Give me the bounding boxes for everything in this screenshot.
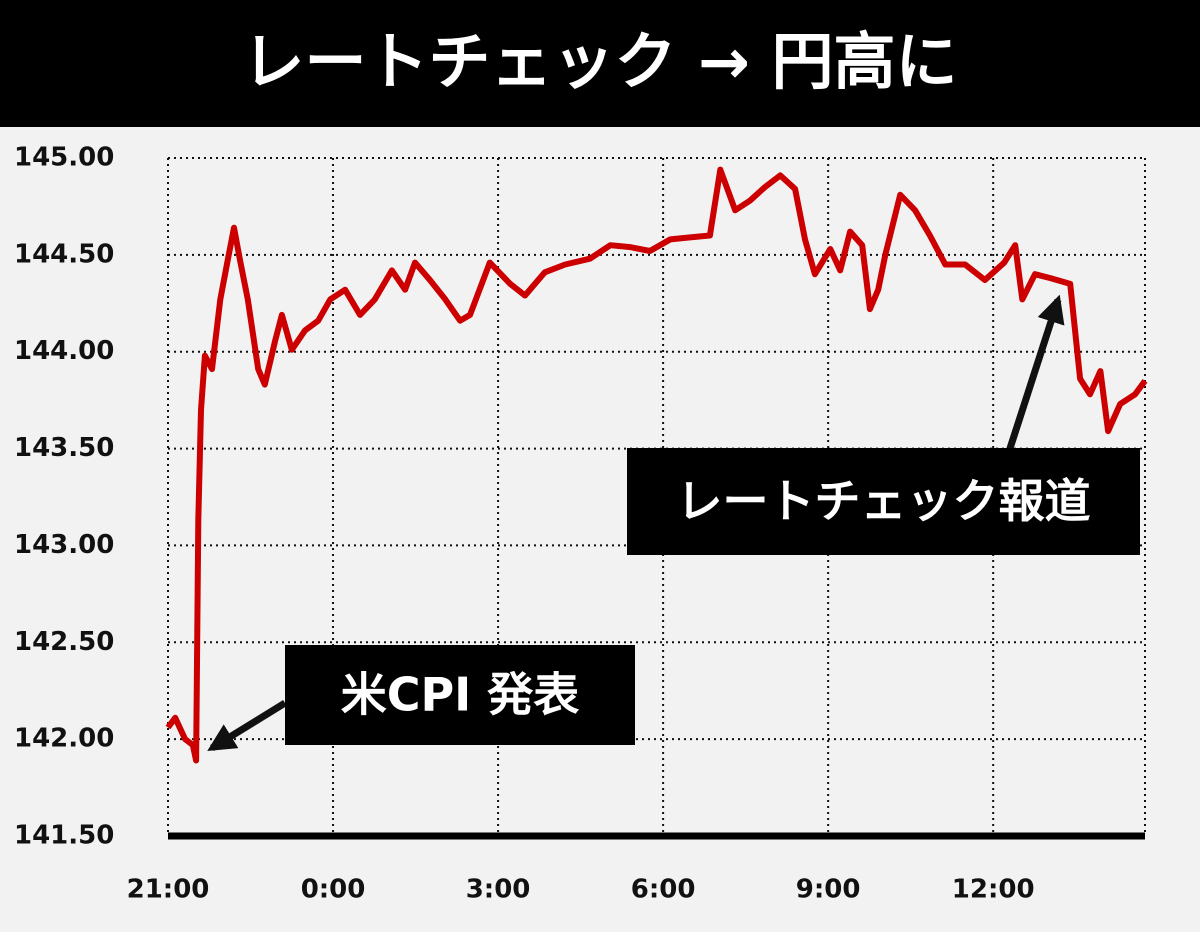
annotation-box bbox=[627, 448, 1140, 555]
y-tick-label: 142.50 bbox=[14, 627, 114, 657]
price-line bbox=[165, 166, 1148, 764]
annotation-arrow bbox=[999, 294, 1065, 472]
x-tick-label: 0:00 bbox=[301, 875, 366, 905]
x-tick-label: 9:00 bbox=[796, 875, 861, 905]
x-tick-label: 12:00 bbox=[952, 875, 1035, 905]
y-tick-label: 142.00 bbox=[14, 724, 114, 754]
x-tick-label: 21:00 bbox=[127, 875, 210, 905]
y-tick-label: 145.00 bbox=[14, 143, 114, 173]
annotation-box bbox=[285, 645, 635, 745]
y-tick-label: 144.00 bbox=[14, 336, 114, 366]
y-tick-label: 141.50 bbox=[14, 821, 114, 851]
annotation-text: 米CPI 発表 bbox=[341, 668, 580, 722]
y-tick-label: 144.50 bbox=[14, 239, 114, 269]
annotation-text: レートチェック報道 bbox=[677, 474, 1091, 528]
x-tick-label: 3:00 bbox=[466, 875, 531, 905]
title-bar bbox=[0, 0, 1200, 127]
x-tick-label: 6:00 bbox=[631, 875, 696, 905]
y-tick-label: 143.50 bbox=[14, 433, 114, 463]
chart-title: レートチェック → 円高に bbox=[242, 25, 957, 98]
y-tick-label: 143.00 bbox=[14, 530, 114, 560]
annotation-arrow bbox=[207, 700, 287, 751]
